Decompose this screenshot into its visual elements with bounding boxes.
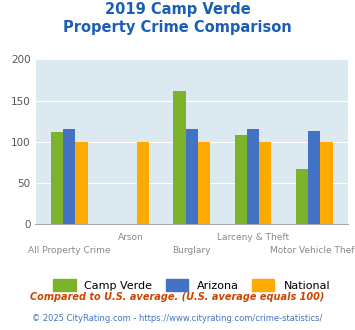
- Bar: [63, 129, 75, 224]
- Text: Arson: Arson: [118, 233, 143, 242]
- Text: Burglary: Burglary: [173, 246, 211, 255]
- Text: © 2025 CityRating.com - https://www.cityrating.com/crime-statistics/: © 2025 CityRating.com - https://www.city…: [32, 314, 323, 323]
- Bar: [296, 169, 308, 224]
- Text: Property Crime Comparison: Property Crime Comparison: [63, 20, 292, 35]
- Bar: [308, 131, 320, 224]
- Text: All Property Crime: All Property Crime: [28, 246, 110, 255]
- Bar: [198, 142, 210, 224]
- Bar: [186, 129, 198, 224]
- Bar: [320, 142, 333, 224]
- Bar: [137, 142, 149, 224]
- Bar: [51, 132, 63, 224]
- Bar: [235, 135, 247, 224]
- Text: Larceny & Theft: Larceny & Theft: [217, 233, 289, 242]
- Text: Compared to U.S. average. (U.S. average equals 100): Compared to U.S. average. (U.S. average …: [30, 292, 325, 302]
- Legend: Camp Verde, Arizona, National: Camp Verde, Arizona, National: [53, 280, 330, 291]
- Bar: [247, 129, 259, 224]
- Bar: [173, 91, 186, 224]
- Bar: [259, 142, 271, 224]
- Text: Motor Vehicle Theft: Motor Vehicle Theft: [270, 246, 355, 255]
- Text: 2019 Camp Verde: 2019 Camp Verde: [105, 2, 250, 16]
- Bar: [75, 142, 88, 224]
